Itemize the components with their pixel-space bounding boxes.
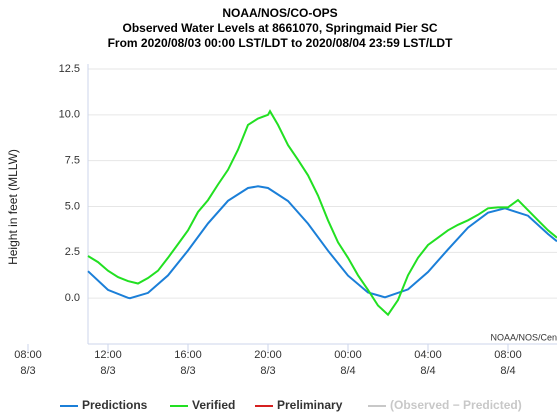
y-tick-label: 12.5 (59, 63, 80, 75)
x-tick-label-line: 08:00 (494, 349, 522, 361)
credit: NOAA/NOS/Cen (490, 332, 557, 342)
y-tick-label: 0.0 (65, 292, 80, 304)
x-tick-label: 04:00 8/4 (414, 349, 442, 377)
x-tick-label-line: 8/4 (420, 365, 435, 377)
legend-label: Preliminary (277, 398, 343, 412)
x-tick-label-line: 08:00 (14, 349, 42, 361)
x-tick-label-line: 16:00 (174, 349, 202, 361)
x-tick-label: 20:00 8/3 (254, 349, 282, 377)
x-tick-label-line: 00:00 (334, 349, 362, 361)
chart-title: From 2020/08/03 00:00 LST/LDT to 2020/08… (108, 36, 453, 50)
x-tick-label-line: 8/4 (500, 365, 515, 377)
legend-label: Predictions (82, 398, 148, 412)
x-tick-label: 00:00 8/4 (334, 349, 362, 377)
x-tick-label: 08:00 8/3 (14, 349, 42, 377)
legend-label: Verified (192, 398, 235, 412)
y-tick-label: 2.5 (65, 246, 80, 258)
x-tick-label: 12:00 8/3 (94, 349, 122, 377)
y-axis-label: Height in feet (MLLW) (6, 149, 20, 265)
x-tick-label-line: 8/3 (20, 365, 35, 377)
x-tick-label-line: 8/3 (100, 365, 115, 377)
x-tick-label-line: 12:00 (94, 349, 122, 361)
x-tick-label: 16:00 8/3 (174, 349, 202, 377)
x-tick-label-line: 20:00 (254, 349, 282, 361)
x-tick-label-line: 8/3 (260, 365, 275, 377)
series-line (87, 109, 557, 317)
chart-title: NOAA/NOS/CO-OPS (222, 6, 337, 20)
series-line (87, 185, 557, 300)
y-tick-label: 10.0 (59, 109, 80, 121)
chart-title: Observed Water Levels at 8661070, Spring… (122, 21, 437, 35)
x-tick-label-line: 8/3 (180, 365, 195, 377)
x-tick-label-line: 04:00 (414, 349, 442, 361)
y-tick-label: 5.0 (65, 200, 80, 212)
legend-label: (Observed − Predicted) (390, 398, 522, 412)
x-tick-label: 08:00 8/4 (494, 349, 522, 377)
x-tick-label-line: 8/4 (340, 365, 355, 377)
y-tick-label: 7.5 (65, 155, 80, 167)
